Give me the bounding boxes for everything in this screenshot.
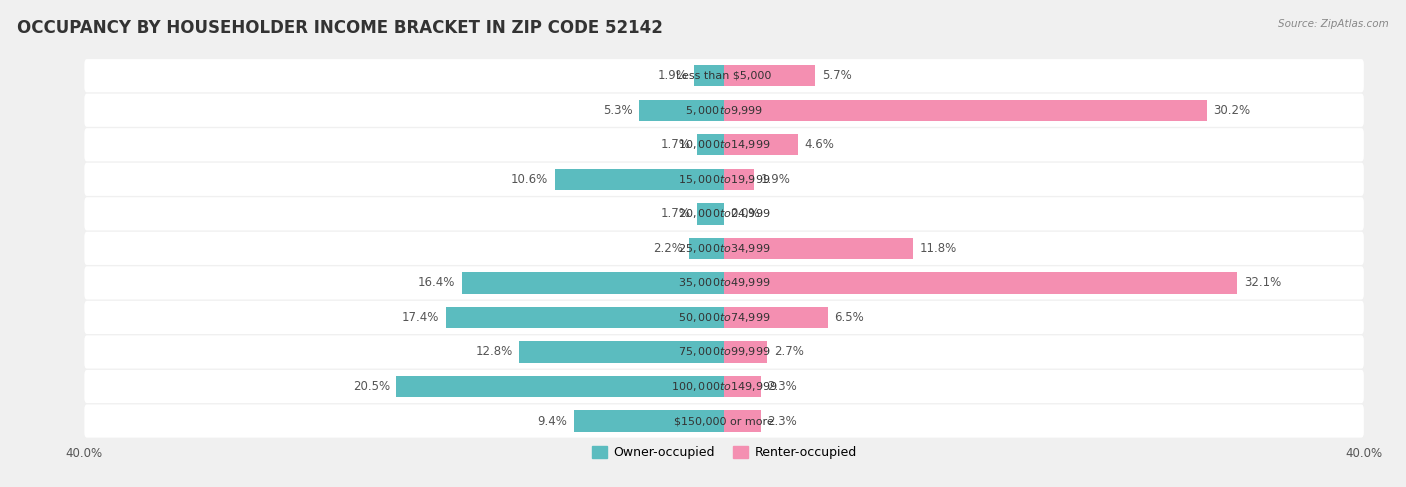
FancyBboxPatch shape: [84, 301, 1364, 334]
Text: $150,000 or more: $150,000 or more: [675, 416, 773, 426]
Bar: [640, 99, 724, 121]
Text: 9.4%: 9.4%: [537, 414, 568, 428]
Text: 2.2%: 2.2%: [652, 242, 682, 255]
Bar: [574, 411, 724, 432]
Text: 2.3%: 2.3%: [768, 380, 797, 393]
Text: $75,000 to $99,999: $75,000 to $99,999: [678, 345, 770, 358]
FancyBboxPatch shape: [84, 94, 1364, 127]
Text: 32.1%: 32.1%: [1244, 277, 1281, 289]
FancyBboxPatch shape: [84, 163, 1364, 196]
Text: 30.2%: 30.2%: [1213, 104, 1250, 117]
Text: $15,000 to $19,999: $15,000 to $19,999: [678, 173, 770, 186]
Bar: [396, 376, 724, 397]
Bar: [689, 238, 724, 259]
Bar: [554, 169, 724, 190]
Bar: [724, 411, 761, 432]
Bar: [446, 307, 724, 328]
FancyBboxPatch shape: [84, 405, 1364, 438]
Bar: [724, 65, 815, 86]
Text: 1.7%: 1.7%: [661, 207, 690, 220]
Text: 16.4%: 16.4%: [418, 277, 456, 289]
Text: 2.3%: 2.3%: [768, 414, 797, 428]
Text: Less than $5,000: Less than $5,000: [676, 71, 772, 81]
Text: $100,000 to $149,999: $100,000 to $149,999: [671, 380, 778, 393]
Text: $20,000 to $24,999: $20,000 to $24,999: [678, 207, 770, 220]
Text: 6.5%: 6.5%: [834, 311, 865, 324]
Text: 1.9%: 1.9%: [658, 69, 688, 82]
Bar: [697, 203, 724, 225]
Bar: [519, 341, 724, 363]
Bar: [693, 65, 724, 86]
Bar: [724, 307, 828, 328]
Bar: [724, 238, 912, 259]
Text: 5.7%: 5.7%: [821, 69, 852, 82]
Bar: [724, 341, 768, 363]
Text: Source: ZipAtlas.com: Source: ZipAtlas.com: [1278, 19, 1389, 30]
Text: 4.6%: 4.6%: [804, 138, 834, 151]
Text: 17.4%: 17.4%: [402, 311, 440, 324]
Legend: Owner-occupied, Renter-occupied: Owner-occupied, Renter-occupied: [586, 441, 862, 464]
Text: 0.0%: 0.0%: [731, 207, 761, 220]
Bar: [724, 272, 1237, 294]
FancyBboxPatch shape: [84, 370, 1364, 403]
Bar: [461, 272, 724, 294]
FancyBboxPatch shape: [84, 59, 1364, 92]
FancyBboxPatch shape: [84, 128, 1364, 161]
Bar: [724, 99, 1208, 121]
Text: 10.6%: 10.6%: [510, 173, 548, 186]
FancyBboxPatch shape: [84, 266, 1364, 300]
Text: $25,000 to $34,999: $25,000 to $34,999: [678, 242, 770, 255]
Text: 11.8%: 11.8%: [920, 242, 956, 255]
Text: $10,000 to $14,999: $10,000 to $14,999: [678, 138, 770, 151]
FancyBboxPatch shape: [84, 232, 1364, 265]
Text: 12.8%: 12.8%: [475, 345, 513, 358]
Bar: [697, 134, 724, 155]
Text: 1.7%: 1.7%: [661, 138, 690, 151]
Text: OCCUPANCY BY HOUSEHOLDER INCOME BRACKET IN ZIP CODE 52142: OCCUPANCY BY HOUSEHOLDER INCOME BRACKET …: [17, 19, 662, 37]
Text: $50,000 to $74,999: $50,000 to $74,999: [678, 311, 770, 324]
Bar: [724, 169, 755, 190]
FancyBboxPatch shape: [84, 336, 1364, 369]
Text: 2.7%: 2.7%: [773, 345, 804, 358]
Bar: [724, 134, 797, 155]
Text: $35,000 to $49,999: $35,000 to $49,999: [678, 277, 770, 289]
Text: 1.9%: 1.9%: [761, 173, 790, 186]
Text: 20.5%: 20.5%: [353, 380, 389, 393]
Text: 5.3%: 5.3%: [603, 104, 633, 117]
Bar: [724, 376, 761, 397]
FancyBboxPatch shape: [84, 197, 1364, 230]
Text: $5,000 to $9,999: $5,000 to $9,999: [685, 104, 763, 117]
